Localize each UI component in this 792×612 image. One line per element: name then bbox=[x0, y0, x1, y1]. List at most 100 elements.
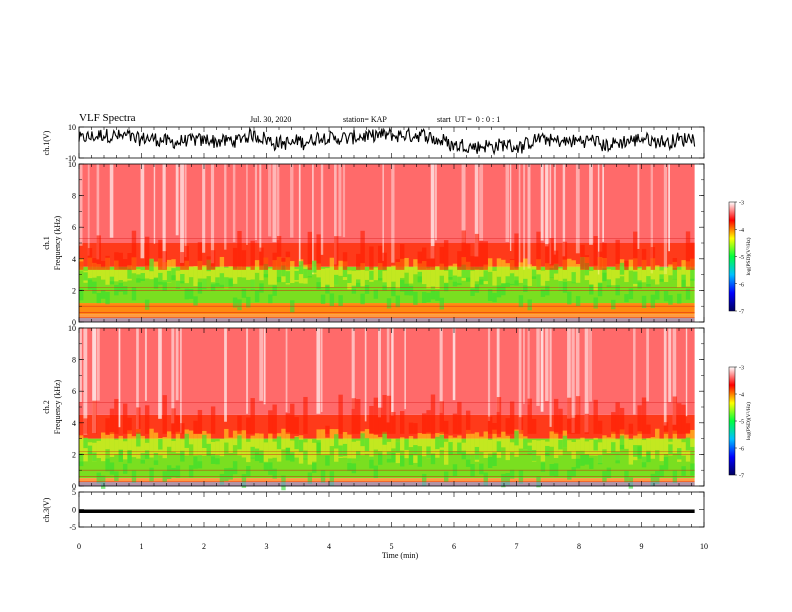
figure-title: VLF Spectra bbox=[79, 112, 136, 124]
speckle bbox=[479, 269, 484, 280]
speckle bbox=[364, 285, 370, 294]
speckle bbox=[175, 270, 181, 288]
speckle bbox=[83, 418, 88, 434]
speckle bbox=[136, 274, 141, 283]
speckle bbox=[131, 287, 137, 301]
speckle bbox=[325, 437, 330, 455]
speckle bbox=[202, 164, 206, 253]
speckle bbox=[589, 328, 593, 402]
speckle bbox=[589, 439, 594, 456]
speckle bbox=[655, 428, 660, 451]
speckle bbox=[241, 288, 247, 298]
speckle bbox=[457, 276, 462, 286]
speckle bbox=[202, 434, 207, 448]
speckle bbox=[536, 274, 541, 288]
speckle bbox=[483, 270, 488, 282]
speckle bbox=[312, 442, 317, 462]
speckle bbox=[540, 289, 546, 297]
speckle bbox=[633, 328, 636, 415]
speckle bbox=[281, 265, 286, 277]
speckle bbox=[382, 270, 387, 286]
speckle bbox=[171, 408, 176, 434]
speckle bbox=[268, 164, 272, 237]
speckle bbox=[531, 269, 537, 279]
y-tick-label: 4 bbox=[72, 419, 76, 428]
ch2-image bbox=[79, 328, 695, 491]
speckle bbox=[672, 396, 678, 434]
speckle bbox=[232, 461, 238, 475]
speckle bbox=[624, 294, 629, 303]
speckle bbox=[342, 252, 348, 270]
speckle bbox=[246, 417, 251, 434]
speckle bbox=[338, 295, 343, 307]
speckle bbox=[672, 268, 678, 280]
speckle bbox=[465, 410, 471, 434]
speckle bbox=[461, 264, 466, 278]
speckle bbox=[470, 287, 475, 296]
speckle bbox=[571, 328, 575, 433]
speckle bbox=[241, 266, 247, 278]
speckle bbox=[153, 278, 159, 289]
speckle bbox=[685, 423, 691, 434]
speckle bbox=[79, 288, 84, 301]
speckle bbox=[197, 409, 203, 434]
speckle bbox=[224, 164, 227, 250]
speckle bbox=[118, 450, 123, 462]
speckle bbox=[597, 256, 603, 284]
speckle bbox=[250, 240, 255, 270]
speckle bbox=[509, 469, 515, 479]
speckle bbox=[210, 250, 216, 270]
speckle bbox=[408, 436, 414, 448]
speckle bbox=[575, 439, 581, 451]
x-tick-label: 10 bbox=[700, 542, 708, 551]
speckle bbox=[461, 230, 466, 270]
speckle bbox=[408, 422, 414, 434]
speckle bbox=[628, 259, 634, 271]
speckle bbox=[492, 292, 497, 303]
panel-ch2-spectrogram: 0 2 4 6 8 10 bbox=[68, 324, 705, 491]
speckle bbox=[518, 417, 524, 434]
speckle bbox=[386, 328, 390, 423]
x-tick-label: 5 bbox=[390, 542, 394, 551]
speckle bbox=[391, 287, 396, 297]
speckle bbox=[501, 283, 506, 296]
speckle bbox=[606, 437, 612, 454]
speckle bbox=[144, 299, 150, 310]
speckle bbox=[509, 164, 512, 252]
speckle bbox=[325, 268, 330, 286]
speckle bbox=[391, 328, 394, 416]
speckle bbox=[435, 436, 440, 450]
speckle bbox=[470, 270, 475, 289]
speckle bbox=[184, 288, 189, 300]
speckle bbox=[452, 263, 458, 282]
speckle bbox=[386, 441, 392, 459]
speckle bbox=[87, 164, 90, 256]
speckle bbox=[505, 418, 510, 434]
speckle bbox=[659, 274, 664, 282]
ch3-trace bbox=[79, 509, 695, 513]
y-tick-label: 6 bbox=[72, 387, 76, 396]
speckle bbox=[171, 268, 176, 281]
speckle bbox=[100, 290, 106, 299]
speckle bbox=[540, 270, 546, 286]
speckle bbox=[149, 467, 154, 482]
speckle bbox=[131, 436, 137, 458]
speckle bbox=[290, 452, 295, 462]
speckle bbox=[655, 265, 660, 285]
speckle bbox=[79, 435, 84, 462]
speckle bbox=[364, 270, 370, 280]
speckle bbox=[400, 455, 405, 467]
speckle bbox=[624, 260, 629, 270]
speckle bbox=[254, 260, 260, 273]
speckle bbox=[224, 428, 229, 443]
speckle bbox=[474, 233, 480, 270]
speckle bbox=[140, 273, 145, 281]
speckle bbox=[589, 164, 593, 245]
speckle bbox=[439, 297, 444, 310]
speckle bbox=[360, 263, 365, 287]
speckle bbox=[514, 430, 519, 446]
speckle bbox=[474, 284, 480, 293]
speckle bbox=[259, 283, 264, 293]
speckle bbox=[294, 417, 299, 434]
